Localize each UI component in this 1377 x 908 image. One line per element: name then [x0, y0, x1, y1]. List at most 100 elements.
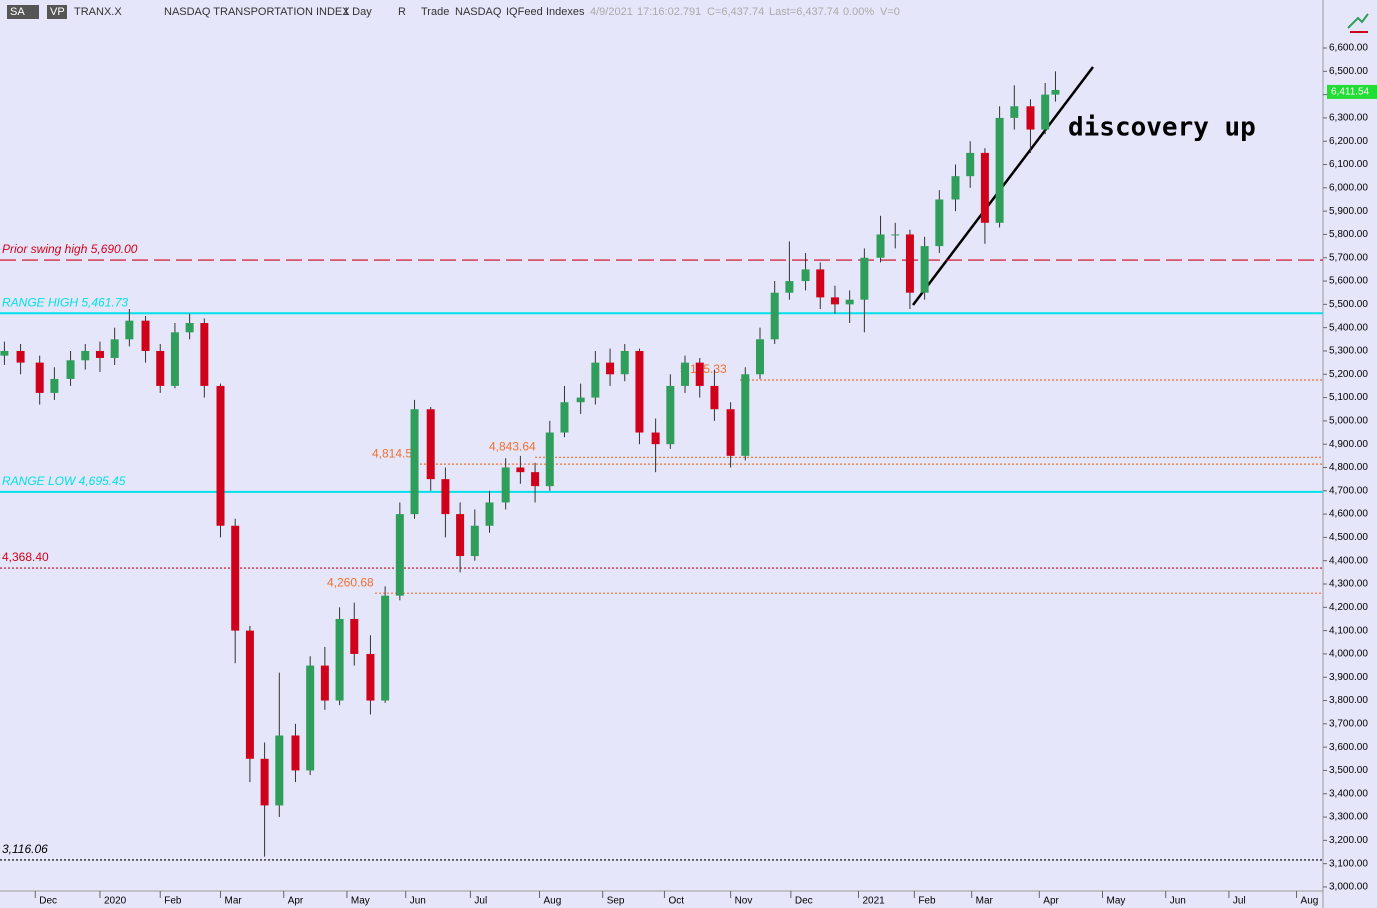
candle-body: [81, 350, 90, 361]
candle-body: [185, 322, 194, 333]
x-tick-label: Aug: [543, 896, 561, 907]
level-label: RANGE LOW 4,695.45: [2, 474, 126, 488]
candle-body: [755, 339, 764, 375]
candle-body: [576, 397, 585, 403]
candle-body: [410, 409, 419, 515]
level-label: 4,368.40: [2, 550, 49, 564]
candle-body: [845, 299, 854, 305]
candle-body: [830, 297, 839, 305]
candle-body: [260, 758, 269, 806]
x-tick-label: 2021: [862, 896, 885, 907]
y-tick-label: 3,900.00: [1329, 672, 1368, 683]
candle-body: [951, 176, 960, 200]
toolbar-text[interactable]: 1 Day: [343, 6, 372, 18]
y-tick-label: 6,100.00: [1329, 159, 1368, 170]
toolbar-text[interactable]: VP: [50, 6, 65, 18]
x-tick-label: Dec: [795, 896, 813, 907]
y-tick-label: 4,200.00: [1329, 602, 1368, 613]
candle-body: [635, 350, 644, 433]
toolbar-text: 4/9/2021: [590, 6, 633, 18]
x-tick-label: Aug: [1301, 896, 1319, 907]
candle-body: [876, 234, 885, 258]
x-tick-label: Jun: [1170, 896, 1186, 907]
level-label: 3,116.06: [2, 842, 48, 856]
candle-body: [66, 360, 75, 379]
y-tick-label: 4,500.00: [1329, 532, 1368, 543]
x-tick-label: Mar: [225, 896, 243, 907]
candle-body: [770, 292, 779, 340]
candle-body: [320, 665, 329, 701]
x-tick-label: Feb: [918, 896, 936, 907]
y-tick-label: 5,200.00: [1329, 369, 1368, 380]
candle-body: [95, 350, 104, 358]
candle-body: [1026, 106, 1035, 130]
y-tick-label: 4,400.00: [1329, 555, 1368, 566]
candle-body: [606, 362, 615, 375]
y-tick-label: 5,100.00: [1329, 392, 1368, 403]
toolbar-text[interactable]: SA: [10, 6, 25, 18]
candle-body: [710, 385, 719, 410]
x-tick-label: Sep: [607, 896, 625, 907]
candle-body: [170, 332, 179, 386]
y-tick-label: 6,000.00: [1329, 182, 1368, 193]
x-tick-label: Oct: [668, 896, 684, 907]
candle-body: [1010, 106, 1019, 118]
y-tick-label: 4,700.00: [1329, 485, 1368, 496]
x-tick-label: Dec: [39, 896, 57, 907]
toolbar-text: 17:16:02.791: [637, 6, 701, 18]
toolbar-text: TRANX.X: [74, 6, 122, 18]
y-tick-label: 3,300.00: [1329, 812, 1368, 823]
candle-body: [560, 402, 569, 433]
candle-body: [501, 467, 510, 503]
candle-body: [741, 374, 750, 456]
x-tick-label: Jul: [474, 896, 487, 907]
y-tick-label: 6,200.00: [1329, 136, 1368, 147]
last-price-tag: [1327, 84, 1377, 99]
candle-body: [935, 199, 944, 247]
x-tick-label: Apr: [288, 896, 304, 907]
y-tick-label: 5,900.00: [1329, 206, 1368, 217]
candle-body: [816, 269, 825, 298]
candle-body: [141, 320, 150, 351]
candle-body: [516, 467, 525, 473]
candle-body: [291, 735, 300, 771]
x-tick-label: Mar: [976, 896, 994, 907]
candle-body: [860, 257, 869, 300]
candle-body: [0, 350, 9, 356]
candle-body: [801, 269, 810, 282]
toolbar-button[interactable]: [47, 5, 67, 19]
candle-body: [366, 653, 375, 701]
level-label: 4,260.68: [327, 575, 374, 589]
y-tick-label: 5,300.00: [1329, 346, 1368, 357]
candle-body: [200, 322, 209, 386]
candle-body: [531, 472, 540, 487]
last-price-label: 6,411.54: [1331, 87, 1370, 98]
x-tick-label: Apr: [1043, 896, 1059, 907]
y-tick-label: 5,000.00: [1329, 416, 1368, 427]
toolbar-text[interactable]: R: [398, 6, 406, 18]
candle-body: [350, 618, 359, 654]
y-tick-label: 4,800.00: [1329, 462, 1368, 473]
level-label: RANGE HIGH 5,461.73: [2, 295, 128, 309]
toolbar-icon[interactable]: [1347, 13, 1369, 33]
candle-body: [456, 514, 465, 557]
candle-body: [395, 514, 404, 596]
candle-body: [726, 409, 735, 456]
y-tick-label: 5,400.00: [1329, 322, 1368, 333]
toolbar-button[interactable]: [7, 5, 39, 19]
toolbar-text: V=0: [880, 6, 900, 18]
candle-body: [426, 409, 435, 480]
candle-body: [125, 320, 134, 340]
candle-body: [275, 735, 284, 806]
y-tick-label: 6,600.00: [1329, 43, 1368, 54]
candle-body: [35, 362, 44, 393]
toolbar-text: IQFeed: [506, 6, 543, 18]
candle-body: [966, 152, 975, 177]
candles: [0, 71, 1060, 857]
candle-body: [666, 385, 675, 445]
candle-body: [995, 117, 1004, 223]
candle-body: [335, 618, 344, 701]
toolbar-text: 0.00%: [843, 6, 874, 18]
y-tick-label: 3,200.00: [1329, 835, 1368, 846]
